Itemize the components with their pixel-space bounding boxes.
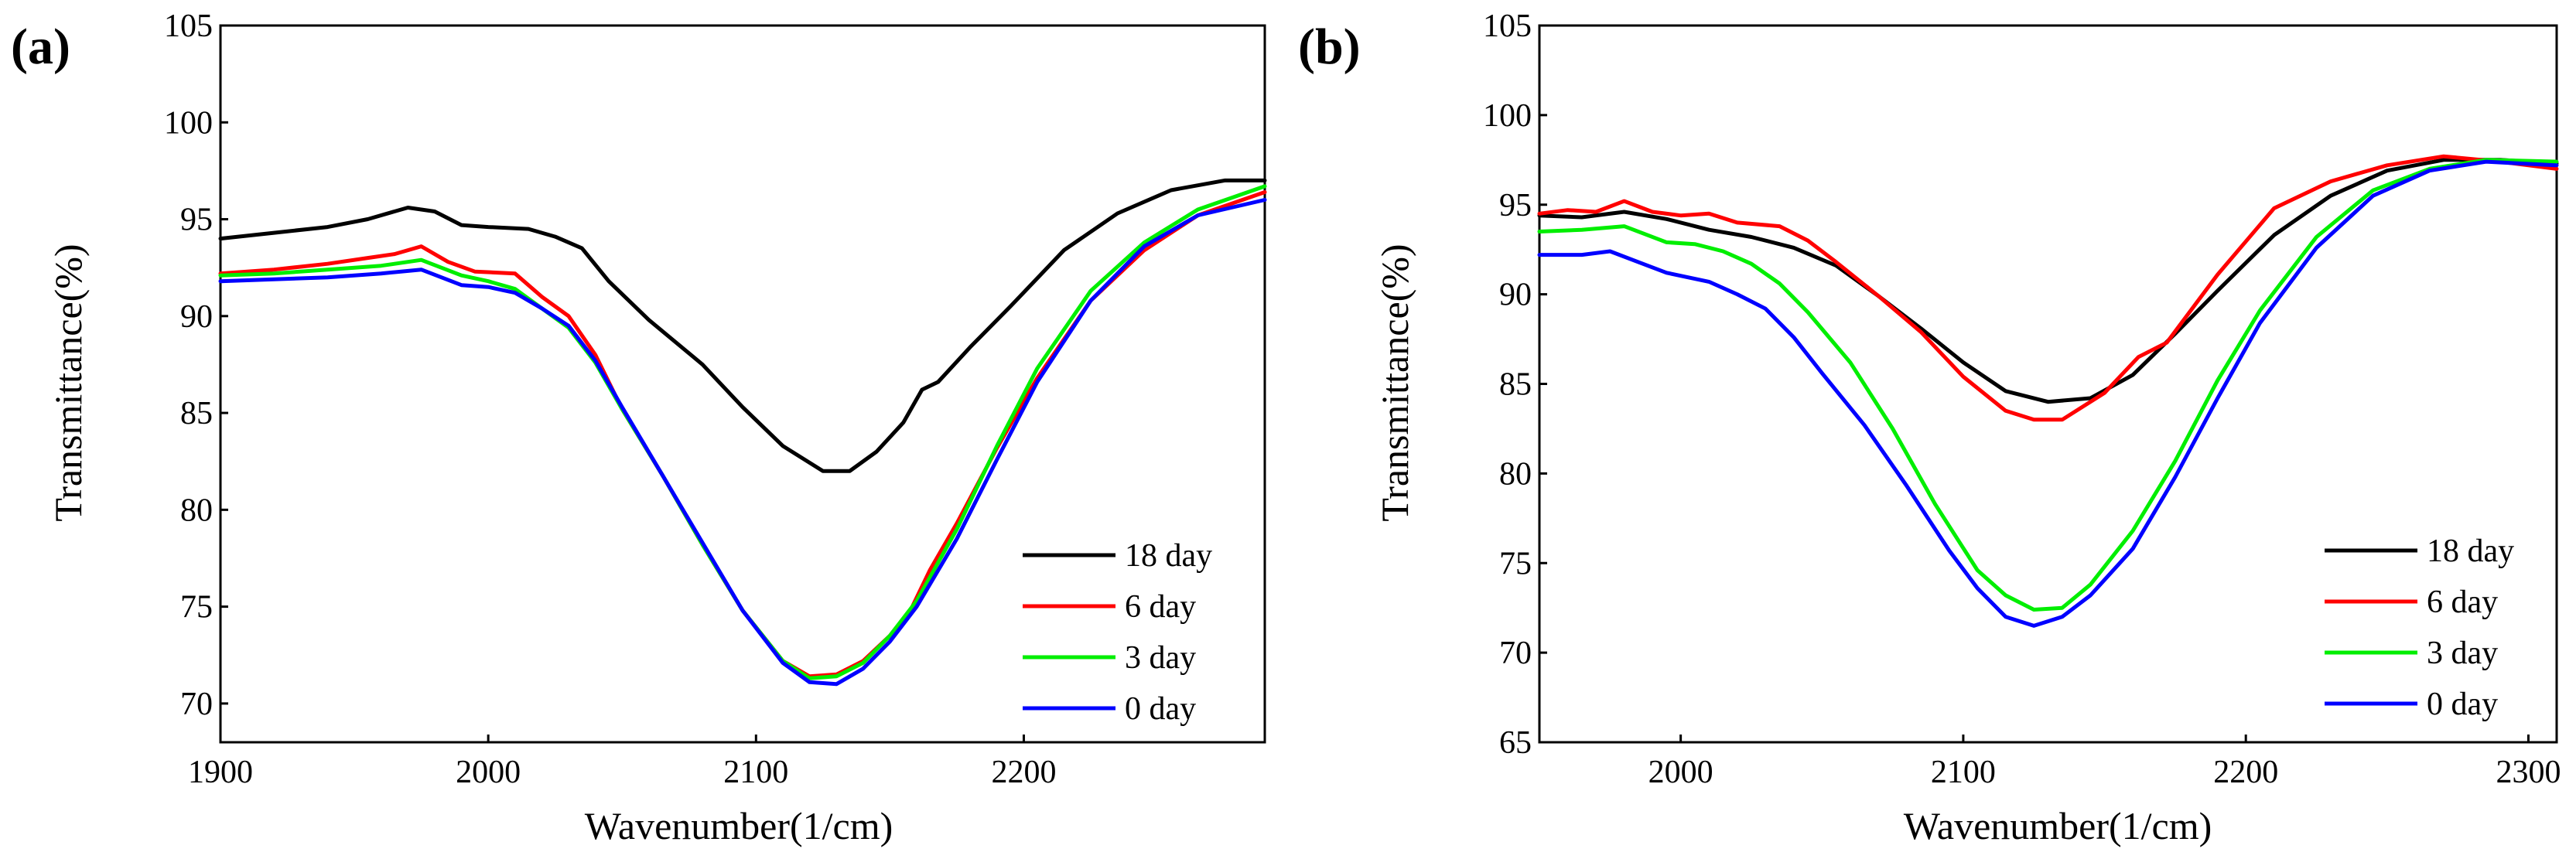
- panel-a-series-line-18-day: [218, 178, 1267, 473]
- panel-b-ytick-label: 100: [1483, 98, 1532, 134]
- panel-b-series-line-3-day: [1537, 158, 2559, 612]
- panel-b-xtick-label: 2300: [2496, 755, 2561, 790]
- panel-b-xtick-label: 2200: [2213, 755, 2278, 790]
- panel-a-ytick-label: 70: [180, 687, 213, 722]
- panel-a-legend-label-0-day: 0 day: [1125, 691, 1196, 727]
- panel-a-xtick-label: 1900: [188, 755, 253, 790]
- panel-b-legend-label-3-day: 3 day: [2427, 636, 2498, 671]
- panel-b-xtick-label: 2000: [1648, 755, 1713, 790]
- panel-b-ytick-label: 80: [1499, 456, 1532, 492]
- panel-b-xlabel: Wavenumber(1/cm): [1904, 804, 2212, 847]
- panel-a-plot-frame: [219, 24, 1266, 744]
- panel-b-xtick-label: 2100: [1931, 755, 1996, 790]
- panel-a-ytick-label: 105: [164, 9, 213, 44]
- panel-b-ylabel: Transmittance(%): [1373, 244, 1416, 521]
- panel-b-chart: (b) Transmittance(%) Wavenumber(1/cm) 65…: [1298, 9, 2561, 847]
- panel-a-legend-label-3-day: 3 day: [1125, 640, 1196, 676]
- panel-a-xtick-label: 2100: [723, 755, 788, 790]
- panel-b-ytick-label: 90: [1499, 278, 1532, 313]
- panel-a-xtick-label: 2000: [456, 755, 521, 790]
- panel-a-xtick-label: 2200: [991, 755, 1056, 790]
- panel-a-ylabel: Transmittance(%): [46, 244, 90, 521]
- panel-b-label: (b): [1298, 19, 1361, 75]
- panel-b-ytick-label: 85: [1499, 367, 1532, 403]
- panel-a-ytick-label: 100: [164, 105, 213, 141]
- panel-b-ytick-label: 75: [1499, 546, 1532, 581]
- panel-a-ytick-label: 95: [180, 203, 213, 238]
- panel-a-series-line-0-day: [218, 198, 1267, 687]
- panel-a-ytick-label: 85: [180, 396, 213, 431]
- panel-a-legend-label-18-day: 18 day: [1125, 538, 1212, 574]
- panel-b-legend-label-0-day: 0 day: [2427, 687, 2498, 722]
- panel-b-series-line-0-day: [1537, 159, 2559, 628]
- panel-b-ytick-label: 65: [1499, 725, 1532, 761]
- panel-b-ytick-label: 70: [1499, 636, 1532, 671]
- panel-b-ytick-label: 95: [1499, 188, 1532, 223]
- panel-a-legend-label-6-day: 6 day: [1125, 589, 1196, 625]
- panel-a-chart: (a) Transmittance(%) Wavenumber(1/cm) 70…: [11, 9, 1267, 847]
- panel-b-ytick-label: 105: [1483, 9, 1532, 44]
- panel-a-xlabel: Wavenumber(1/cm): [585, 804, 893, 847]
- panel-a-ytick-label: 80: [180, 493, 213, 528]
- panel-b-series-line-18-day: [1537, 158, 2559, 404]
- panel-a-ytick-label: 90: [180, 299, 213, 335]
- panel-a-label: (a): [11, 19, 70, 75]
- panel-b-plot-frame: [1538, 24, 2558, 744]
- panel-a-ytick-label: 75: [180, 590, 213, 626]
- panel-b-legend-label-6-day: 6 day: [2427, 585, 2498, 620]
- panel-b-legend-label-18-day: 18 day: [2427, 533, 2514, 569]
- panel-b-series-line-6-day: [1537, 154, 2559, 422]
